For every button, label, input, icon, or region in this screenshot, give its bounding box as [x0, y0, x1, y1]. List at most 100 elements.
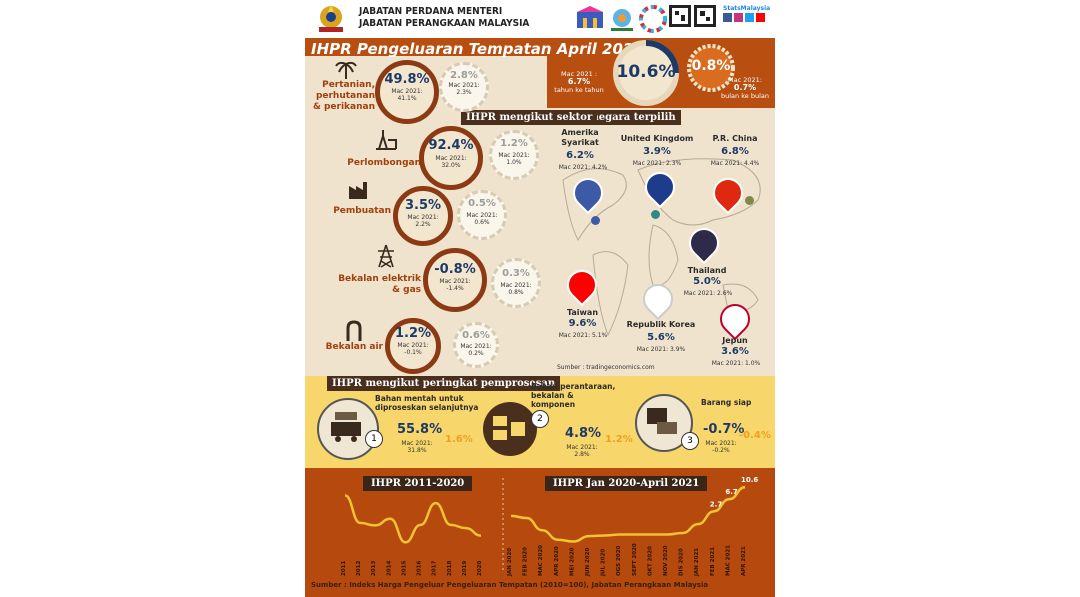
stage-number: 1: [365, 430, 383, 448]
sector-mom-value: 2.8%: [450, 70, 478, 81]
country-name: Amerika Syarikat: [561, 128, 599, 147]
x-tick-label: MAC 2020: [538, 545, 544, 576]
sector-yoy-mac: Mac 2021: 2.2%: [407, 214, 439, 228]
yoy-mac-label: Mac 2021 :: [560, 70, 598, 78]
sector-yoy-mac: Mac 2021: 32.0%: [435, 155, 467, 169]
youtube-icon[interactable]: [756, 13, 765, 22]
x-tick-label: JUN 2020: [585, 547, 591, 577]
water-tap-icon: [346, 320, 362, 341]
country-value: 3.9%: [643, 146, 671, 157]
sector-mom-ring: [457, 190, 507, 240]
sector-yoy-ring: [419, 126, 483, 190]
series-line: [344, 494, 482, 544]
infographic-poster: JABATAN PERDANA MENTERI JABATAN PERANGKA…: [305, 0, 775, 597]
header-line1: JABATAN PERDANA MENTERI: [359, 6, 503, 17]
x-tick-label: 2017: [432, 561, 438, 576]
mine-cart-icon: [331, 412, 361, 442]
x-tick-label: 2020: [477, 561, 483, 576]
census-logo-icon: [577, 6, 603, 28]
chart-2-title: IHPR Jan 2020-April 2021: [545, 476, 708, 491]
country-mac: Mac 2021: 4.2%: [558, 164, 608, 171]
x-tick-label: JAN 2020: [507, 548, 513, 577]
country-mac: Mac 2021: 3.9%: [636, 346, 686, 353]
x-tick-label: 2012: [356, 561, 362, 576]
map-dot: [651, 210, 660, 219]
data-label: 6.7: [725, 488, 738, 496]
mom-mac-label: Mac 2021:: [728, 76, 762, 84]
yoy-caption: tahun ke tahun: [554, 86, 604, 94]
sector-mom-mac: Mac 2021: 2.3%: [448, 82, 480, 96]
x-tick-label: 2011: [341, 561, 347, 576]
chart-1-title: IHPR 2011-2020: [363, 476, 473, 491]
data-label: 10.6: [741, 476, 758, 484]
footer-source: Sumber : Indeks Harga Pengeluar Pengelua…: [311, 581, 709, 589]
sector-name: Bekalan elektrik & gas: [338, 274, 421, 295]
stage-mac: Mac 2021: -0.2%: [705, 440, 737, 454]
sector-mom-value: 0.3%: [502, 268, 530, 279]
sector-mom-mac: Mac 2021: 0.6%: [466, 212, 498, 226]
sector-name: Perlombongan: [347, 158, 421, 168]
chart-1: 2011 2012 2013 2014 2015 2016 2017 2018 2019 2020: [341, 494, 483, 576]
x-tick-label: 2019: [462, 561, 468, 576]
country-mac: Mac 2021: 4.4%: [710, 160, 760, 167]
country-mac: Mac 2021: 1.0%: [711, 360, 761, 367]
stage-label: Barang siap: [701, 398, 752, 407]
chart-2: JAN 2020 FEB 2020 MAC 2020 APR 2020 MEI 2020…: [507, 476, 758, 577]
country-value: 6.2%: [566, 150, 594, 161]
stage-mom: 1.6%: [445, 434, 473, 445]
series-line: [510, 485, 746, 543]
sector-mom-value: 0.5%: [468, 198, 496, 209]
sector-yoy-value: -0.8%: [434, 262, 476, 277]
country-mac: Mac 2021: 2.6%: [683, 290, 733, 297]
country-name: P.R. China: [712, 134, 758, 143]
x-tick-label: JUL 2020: [601, 549, 607, 577]
oil-rig-icon: [376, 130, 397, 150]
country-value: 6.8%: [721, 146, 749, 157]
sector-yoy-ring: [375, 60, 439, 124]
mom-caption: bulan ke bulan: [721, 92, 769, 100]
sector-yoy-ring: [423, 248, 487, 312]
sector-yoy-value: 49.8%: [384, 72, 430, 87]
yoy-ring: [613, 40, 679, 106]
countries-source: Sumber : tradingeconomics.com: [557, 364, 655, 371]
sector-yoy-value: 3.5%: [404, 198, 442, 213]
mom-value: 0.8%: [691, 58, 731, 74]
instagram-icon[interactable]: [734, 13, 743, 22]
sector-yoy-mac: Mac 2021: -0.1%: [397, 342, 429, 356]
country-mac: Mac 2021: 2.3%: [632, 160, 682, 167]
sector-mom-mac: Mac 2021: 1.0%: [498, 152, 530, 166]
finished-goods-icon: [647, 408, 677, 434]
sector-mom-value: 0.6%: [462, 330, 490, 341]
map-dot: [591, 216, 600, 225]
sector-mom-ring: [489, 130, 539, 180]
stage-mac: Mac 2021: 31.8%: [401, 440, 433, 454]
stage-2-circle: [483, 402, 537, 456]
charts-svg: 2011 2012 2013 2014 2015 2016 2017 2018 2019 2020…: [341, 476, 758, 577]
facebook-icon[interactable]: [723, 13, 732, 22]
sector-name: Bekalan air: [325, 342, 383, 352]
country-value: 5.0%: [693, 276, 721, 287]
country-name: United Kingdom: [620, 134, 694, 143]
sector-mom-ring: [439, 62, 489, 112]
sector-name: Pertanian, perhutanan & perikanan: [313, 80, 375, 112]
mom-mac: Mac 2021: 0.7% bulan ke bulan: [717, 76, 773, 100]
header-title: JABATAN PERDANA MENTERI JABATAN PERANGKA…: [359, 6, 529, 30]
sector-mom-mac: Mac 2021: 0.2%: [460, 343, 492, 357]
sector-yoy-mac: Mac 2021: 41.1%: [391, 88, 423, 102]
stage-mom: 1.2%: [605, 434, 633, 445]
twitter-icon[interactable]: [745, 13, 754, 22]
x-tick-label: 2013: [371, 561, 377, 576]
yoy-mac-value: 6.7%: [567, 77, 591, 86]
x-tick-label: FEB 2020: [523, 547, 529, 576]
stage-value: 4.8%: [565, 426, 602, 441]
sector-yoy-value: 1.2%: [394, 326, 432, 341]
x-tick-label: FEB 2021: [710, 547, 716, 576]
country-name: Republik Korea: [626, 320, 696, 329]
country-value: 9.6%: [568, 318, 597, 329]
header: JABATAN PERDANA MENTERI JABATAN PERANGKA…: [305, 0, 775, 38]
stage-mac: Mac 2021: 2.8%: [566, 444, 598, 458]
power-tower-icon: [378, 244, 394, 268]
x-tick-label: APR 2020: [554, 546, 560, 576]
country-value: 5.6%: [647, 332, 675, 343]
factory-icon: [349, 182, 367, 199]
